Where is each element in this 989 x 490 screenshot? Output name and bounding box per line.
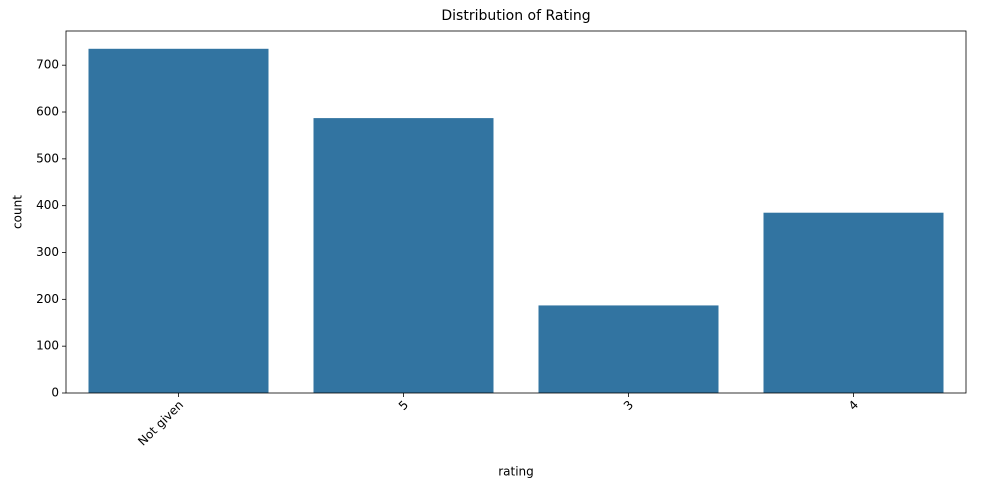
x-tick-label: 3 — [621, 398, 636, 413]
x-tick-label: 5 — [396, 398, 411, 413]
y-axis-label: count — [11, 195, 25, 229]
y-tick-label: 100 — [36, 339, 59, 353]
bar — [538, 305, 719, 393]
bar — [763, 212, 944, 393]
y-tick-label: 500 — [36, 151, 59, 165]
y-tick-label: 700 — [36, 58, 59, 72]
chart-title: Distribution of Rating — [441, 8, 590, 24]
bar — [313, 118, 494, 393]
bar — [88, 48, 269, 394]
plot-frame — [65, 30, 967, 394]
y-tick-label: 200 — [36, 292, 59, 306]
y-tick-label: 400 — [36, 198, 59, 212]
x-tick-label: 4 — [846, 398, 861, 413]
y-tick-label: 0 — [51, 386, 59, 400]
y-tick-label: 600 — [36, 105, 59, 119]
y-tick-label: 300 — [36, 245, 59, 259]
x-axis-label: rating — [498, 465, 534, 479]
x-tick-label: Not given — [135, 398, 186, 449]
